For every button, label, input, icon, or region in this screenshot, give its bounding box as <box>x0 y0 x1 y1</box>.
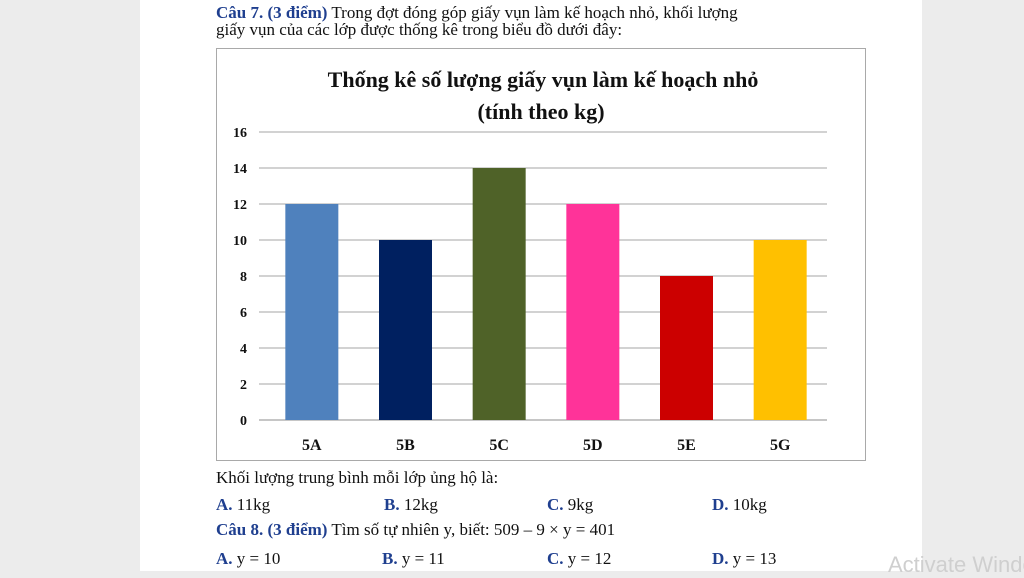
y-tick-label: 0 <box>240 414 247 429</box>
document-page: Câu 7. (3 điểm) Trong đợt đóng góp giấy … <box>140 0 922 571</box>
x-category-label: 5D <box>583 437 603 454</box>
y-tick-label: 10 <box>233 234 247 249</box>
bar-5g <box>753 240 807 420</box>
left-margin <box>0 0 140 571</box>
question-8-options: A. y = 10 B. y = 11 C. y = 12 D. y = 13 <box>216 549 816 569</box>
y-tick-label: 2 <box>240 378 247 393</box>
bar-5d <box>566 204 620 420</box>
x-category-label: 5G <box>770 437 791 454</box>
y-tick-label: 8 <box>240 270 247 285</box>
bars <box>285 168 807 420</box>
chart-subtitle: (tính theo kg) <box>477 99 604 124</box>
question-8-text: Câu 8. (3 điểm) Tìm số tự nhiên y, biết:… <box>216 520 615 540</box>
bar-5c <box>472 168 526 420</box>
bar-chart: Thống kê số lượng giấy vụn làm kế hoạch … <box>216 48 866 461</box>
y-axis-ticks: 0 2 4 6 8 10 12 14 16 <box>233 126 247 429</box>
x-category-label: 5B <box>396 437 415 454</box>
bar-5e <box>660 276 713 420</box>
q7-option-a[interactable]: A. 11kg <box>216 495 271 514</box>
q7-option-c[interactable]: C. 9kg <box>547 495 594 514</box>
bar-5a <box>285 204 339 420</box>
gridlines <box>259 131 827 421</box>
y-tick-label: 6 <box>240 306 247 321</box>
question-7-options: A. 11kg B. 12kg C. 9kg D. 10kg <box>216 495 816 515</box>
x-category-label: 5E <box>677 437 696 454</box>
q7-option-d[interactable]: D. 10kg <box>712 495 767 514</box>
question-7-prompt: Khối lượng trung bình mỗi lớp ủng hộ là: <box>216 468 499 487</box>
q8-option-a[interactable]: A. y = 10 <box>216 549 281 568</box>
q8-option-b[interactable]: B. y = 11 <box>382 549 445 568</box>
right-margin <box>922 0 1024 571</box>
y-tick-label: 14 <box>233 162 247 177</box>
question-7-line2: giấy vụn của các lớp được thống kê trong… <box>216 20 623 39</box>
question-8-label: Câu 8. (3 điểm) <box>216 520 328 539</box>
question-7-line1: Trong đợt đóng góp giấy vụn làm kế hoạch… <box>327 3 738 22</box>
y-tick-label: 12 <box>233 198 247 213</box>
x-category-label: 5C <box>489 437 509 454</box>
q7-option-b[interactable]: B. 12kg <box>384 495 438 514</box>
y-tick-label: 4 <box>240 342 247 357</box>
q8-option-d[interactable]: D. y = 13 <box>712 549 777 568</box>
chart-title: Thống kê số lượng giấy vụn làm kế hoạch … <box>328 67 759 92</box>
question-8-body: Tìm số tự nhiên y, biết: 509 – 9 × y = 4… <box>327 520 616 539</box>
chart-svg: Thống kê số lượng giấy vụn làm kế hoạch … <box>233 67 827 454</box>
question-7-label: Câu 7. (3 điểm) <box>216 3 328 22</box>
activate-windows-watermark: Activate Windo <box>888 552 1024 577</box>
y-tick-label: 16 <box>233 126 247 141</box>
x-axis-categories: 5A 5B 5C 5D 5E 5G <box>302 437 791 454</box>
bar-5b <box>379 240 432 420</box>
question-7-text: Câu 7. (3 điểm) Trong đợt đóng góp giấy … <box>216 4 864 38</box>
x-category-label: 5A <box>302 437 322 454</box>
q8-option-c[interactable]: C. y = 12 <box>547 549 612 568</box>
